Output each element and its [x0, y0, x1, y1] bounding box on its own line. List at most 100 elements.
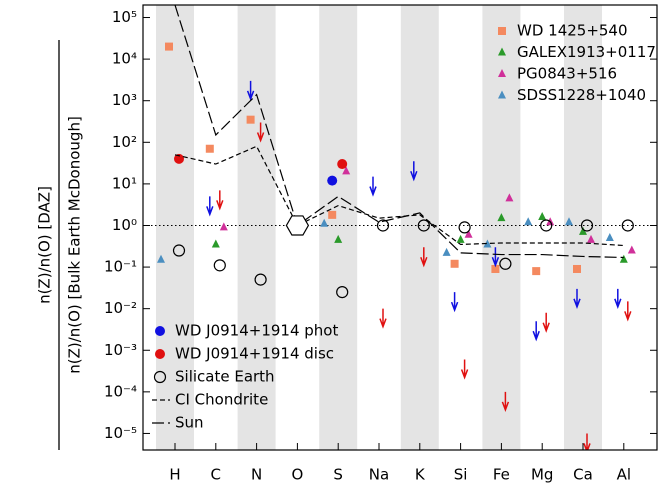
y-tick-label: 10³	[112, 91, 137, 109]
y-tick-label: 10⁴	[112, 50, 137, 68]
marker	[505, 193, 514, 202]
marker	[605, 233, 614, 242]
x-tick-label: Si	[454, 466, 468, 484]
marker	[246, 115, 255, 124]
upper-limit	[542, 312, 550, 333]
upper-limit	[501, 391, 510, 412]
upper-limit	[460, 359, 469, 380]
legend-marker	[498, 69, 506, 77]
marker	[442, 247, 451, 256]
band	[319, 5, 358, 450]
marker	[619, 254, 628, 263]
marker	[205, 144, 214, 153]
marker	[337, 159, 348, 170]
marker	[579, 226, 587, 235]
legend-label: CI Chondrite	[175, 391, 268, 409]
marker	[213, 259, 226, 272]
marker	[334, 234, 343, 243]
band	[156, 5, 194, 450]
upper-limit	[369, 176, 377, 197]
frame	[142, 4, 658, 451]
upper-limit	[583, 433, 591, 450]
marker	[172, 244, 186, 257]
marker	[417, 219, 430, 232]
x-tick-label: Ca	[573, 466, 593, 484]
marker	[211, 239, 220, 248]
marker	[565, 217, 573, 226]
marker	[320, 218, 329, 227]
marker	[456, 234, 465, 243]
y-tick-label: 10⁻¹	[104, 258, 137, 276]
marker	[327, 175, 338, 186]
marker	[499, 257, 512, 270]
y-label-denominator: n(Z)/n(O) [Bulk Earth McDonough]	[66, 116, 84, 374]
legend-label: Silicate Earth	[175, 368, 275, 386]
legend-label: WD 1425+540	[517, 22, 628, 40]
marker	[376, 219, 390, 232]
marker	[627, 245, 636, 254]
upper-limit	[573, 288, 581, 309]
x-tick-label: Fe	[493, 466, 510, 484]
marker	[336, 286, 349, 299]
y-tick-label: 10¹	[112, 174, 137, 192]
x-tick-label: K	[415, 466, 426, 484]
upper-limit	[450, 292, 459, 313]
upper-limit	[532, 321, 540, 342]
marker	[497, 213, 506, 222]
marker	[174, 153, 184, 164]
upper-limit	[614, 288, 622, 309]
y-axis-label: n(Z)/n(O) [DAZ] n(Z)/n(O) [Bulk Earth Mc…	[36, 40, 84, 450]
marker	[491, 264, 500, 273]
marker	[450, 259, 459, 268]
legend-marker	[498, 47, 506, 56]
y-tick-label: 10⁰	[112, 216, 137, 234]
legend-label: WD J0914+1914 phot	[175, 322, 338, 340]
y-tick-label: 10⁻³	[104, 341, 137, 359]
x-tick-label: S	[333, 466, 343, 484]
marker	[580, 219, 594, 232]
marker	[587, 234, 595, 243]
marker	[219, 222, 228, 231]
marker	[483, 239, 492, 248]
legend-marker	[155, 349, 165, 359]
legend-label: PG0843+516	[517, 65, 617, 83]
upper-limit	[206, 196, 214, 217]
legend-marker	[498, 27, 506, 35]
x-tick-label: N	[251, 466, 262, 484]
y-tick-label: 10⁻⁴	[104, 382, 137, 400]
legend-marker	[153, 370, 167, 384]
marker	[342, 166, 351, 175]
y-tick-label: 10⁻²	[104, 299, 137, 317]
legend-label: SDSS1228+1040	[517, 86, 646, 104]
x-tick-label: O	[291, 466, 303, 484]
legend-marker	[155, 326, 165, 336]
model-line	[174, 5, 624, 259]
legend-label: Sun	[175, 414, 204, 432]
x-tick-label: Na	[369, 466, 389, 484]
marker	[621, 219, 634, 232]
marker	[458, 221, 471, 234]
marker	[538, 211, 547, 220]
upper-limit	[420, 247, 428, 268]
upper-limit	[379, 308, 387, 329]
marker	[532, 267, 541, 276]
upper-limit	[410, 161, 418, 182]
marker	[165, 42, 173, 51]
model-line	[174, 145, 624, 247]
band	[237, 5, 276, 450]
normalisation-hexagon	[285, 215, 310, 236]
marker	[328, 210, 337, 219]
marker	[157, 254, 165, 263]
marker	[254, 273, 267, 286]
plot-area	[157, 5, 636, 450]
marker	[524, 217, 533, 226]
marker	[464, 229, 473, 238]
marker	[540, 219, 553, 232]
upper-limit	[624, 301, 632, 322]
upper-limit	[491, 247, 500, 268]
band	[400, 5, 439, 450]
x-tick-label: C	[211, 466, 221, 484]
x-tick-label: Mg	[531, 466, 553, 484]
upper-limit	[246, 80, 255, 101]
